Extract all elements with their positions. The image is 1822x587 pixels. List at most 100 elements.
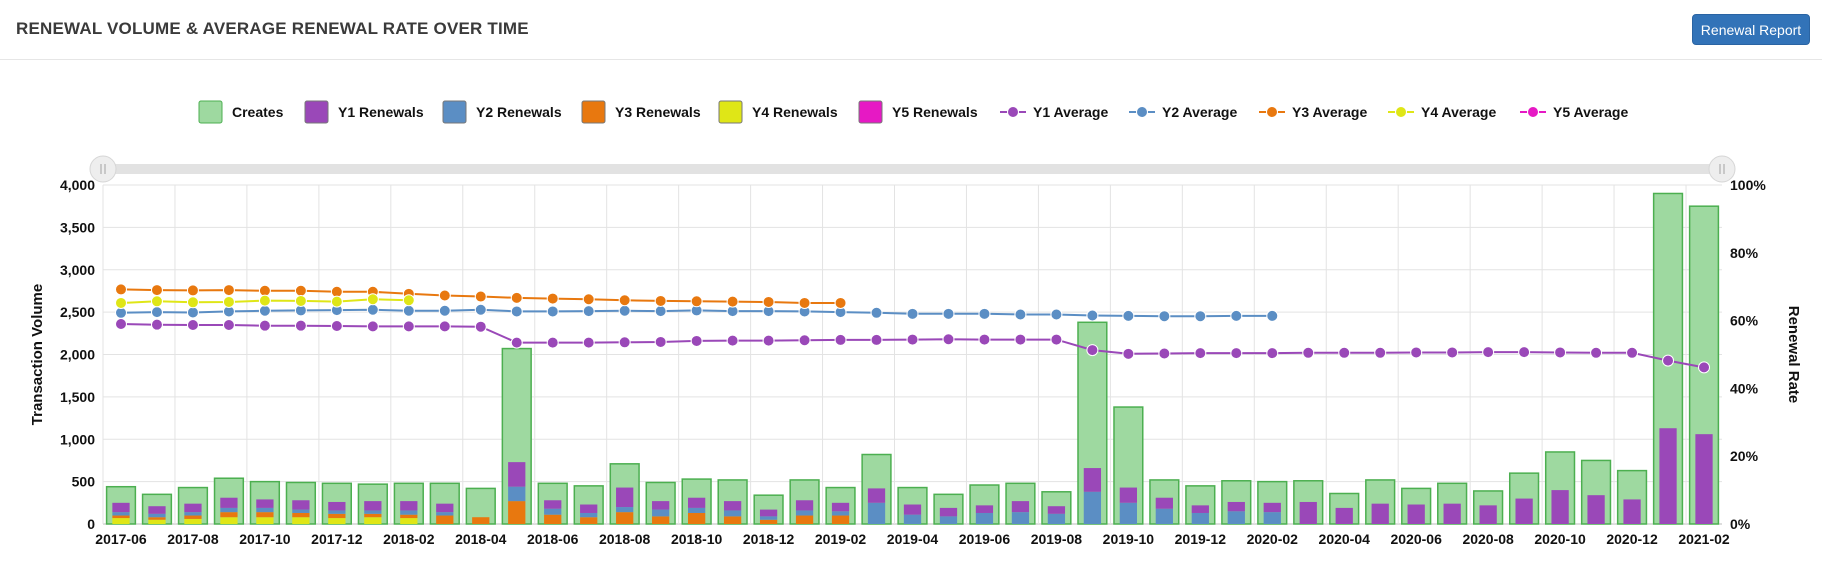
chart-header: RENEWAL VOLUME & AVERAGE RENEWAL RATE OV… [0,0,1822,60]
point-y2-average [906,307,919,320]
bar-y1-renewals [364,501,382,511]
point-y1-average [1230,347,1243,360]
bar-y1-renewals [867,488,886,503]
legend-label: Y3 Renewals [615,104,701,120]
point-y1-average [1446,346,1459,359]
point-y1-average [1194,347,1207,360]
bar-y1-renewals [1515,498,1533,524]
y2-tick-label: 100% [1730,177,1766,193]
point-y1-average [366,320,379,333]
slider-track [103,164,1722,174]
legend-marker [1136,106,1148,118]
bar-y2-renewals [1119,502,1138,524]
point-y4-average [150,295,163,308]
bar-y1-renewals [256,499,274,508]
bar-y1-renewals [1119,487,1138,503]
y-axis-title: Transaction Volume [29,284,46,425]
point-y1-average [726,334,739,347]
point-y3-average [654,294,667,307]
bar-y1-renewals [220,497,238,508]
point-y1-average [1302,346,1315,359]
bar-y2-renewals [1227,511,1245,524]
x-tick-label: 2017-08 [167,531,219,547]
bar-y2-renewals [220,507,238,513]
bar-y3-renewals [220,512,238,518]
bar-y2-renewals [1191,512,1209,524]
slider-handle-start[interactable] [89,155,117,183]
bar-y2-renewals [867,502,886,524]
line-y1-average [120,323,1705,369]
bar-y2-renewals [148,513,166,518]
bar-y3-renewals [508,501,526,524]
bar-y1-renewals [723,501,742,511]
legend-swatch [718,100,743,124]
bar-y1-renewals [184,503,202,513]
x-tick-label: 2018-12 [743,531,795,547]
point-y1-average [222,319,235,332]
bar-y1-renewals [1335,507,1353,524]
y-tick-label: 2,000 [60,347,95,363]
point-y1-average [1266,347,1279,360]
point-y1-average [474,320,487,333]
legend-label: Y3 Average [1292,104,1367,120]
bar-y1-renewals [652,501,670,510]
legend-label: Y5 Renewals [892,104,978,120]
point-y4-average [294,294,307,307]
legend-label: Y1 Renewals [338,104,424,120]
bar-y3-renewals [472,517,490,524]
point-y1-average [114,317,127,330]
y2-tick-label: 60% [1730,313,1759,329]
point-y3-average [510,291,523,304]
point-y3-average [150,284,163,297]
x-tick-label: 2017-10 [239,531,291,547]
slider-handle-end[interactable] [1708,155,1736,183]
bar-y3-renewals [436,515,454,524]
point-y1-average [294,319,307,332]
point-y3-average [438,289,451,302]
bar-y3-renewals [652,516,670,524]
bar-y2-renewals [544,508,562,515]
point-y1-average [330,320,343,333]
y2-tick-label: 40% [1730,380,1759,396]
point-y1-average [1518,346,1531,359]
bar-y1-renewals [1623,499,1641,524]
bar-y3-renewals [616,512,634,524]
bar-y3-renewals [256,512,274,518]
range-slider[interactable] [89,155,1736,183]
y-tick-label: 500 [72,474,96,490]
bar-y1-renewals [1407,504,1425,524]
bar-y1-renewals [975,505,994,513]
bar-y1-renewals [508,462,526,487]
x-tick-label: 2019-12 [1175,531,1227,547]
bar-y1-renewals [436,503,454,513]
bar-y2-renewals [328,510,346,514]
point-y1-average [1158,347,1171,360]
bar-y3-renewals [831,515,850,524]
bar-y2-renewals [939,516,958,524]
legend-marker [1007,106,1019,118]
bar-y4-renewals [184,518,202,524]
point-y1-average [510,336,523,349]
point-y2-average [1086,309,1099,322]
point-y1-average [654,335,667,348]
y-tick-label: 1,500 [60,389,95,405]
bar-y1-renewals [1011,501,1030,513]
bar-y1-renewals [544,500,562,509]
point-y1-average [942,333,955,346]
point-y1-average [1482,346,1495,359]
legend-swatch [442,100,467,124]
bar-y1-renewals [831,502,850,512]
point-y1-average [834,333,847,346]
point-y3-average [294,284,307,297]
bar-y1-renewals [1587,495,1605,524]
point-y1-average [1626,346,1639,359]
point-y3-average [762,295,775,308]
x-tick-label: 2020-06 [1390,531,1442,547]
renewal-report-button[interactable]: Renewal Report [1692,14,1810,45]
bar-y2-renewals [1263,512,1281,524]
bar-y1-renewals [1551,490,1569,524]
legend-layer: Creates Y1 Renewals Y2 Renewals Y3 Renewals… [198,100,1628,124]
point-y1-average [1590,346,1603,359]
bar-y1-renewals [1443,503,1461,524]
bar-y1-renewals [1083,468,1102,492]
